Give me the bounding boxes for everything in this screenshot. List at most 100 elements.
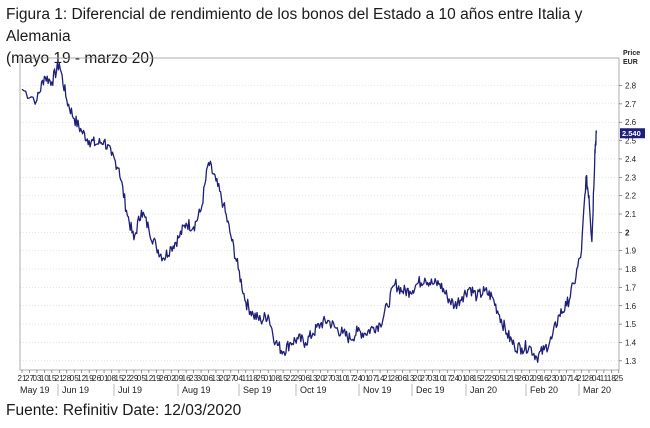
month-label: Mar 20 bbox=[583, 385, 611, 395]
month-label: Jan 20 bbox=[470, 385, 497, 395]
plot-area bbox=[19, 57, 620, 371]
x-tick-label: 29 bbox=[294, 374, 303, 383]
y-tick-label: 1.3 bbox=[625, 357, 637, 366]
y-tick-label: 1.9 bbox=[625, 247, 637, 256]
x-tick-label: 12 bbox=[502, 374, 511, 383]
x-tick-label: 06 bbox=[398, 374, 407, 383]
x-tick-label: 04 bbox=[592, 374, 601, 383]
x-tick-label: 01 bbox=[361, 374, 370, 383]
y-tick-label: 2.2 bbox=[625, 192, 637, 201]
x-tick-label: 12 bbox=[77, 374, 86, 383]
x-tick-label: 07 bbox=[368, 374, 377, 383]
y-tick-label: 1.4 bbox=[625, 338, 637, 347]
x-tick-label: 25 bbox=[614, 374, 623, 383]
x-tick-label: 03 bbox=[428, 374, 437, 383]
axis-layer bbox=[19, 57, 622, 396]
x-tick-label: 22 bbox=[286, 374, 295, 383]
last-value-badge bbox=[620, 128, 645, 139]
x-tick-label: 05 bbox=[137, 374, 146, 383]
y-unit-label: Price bbox=[623, 50, 640, 57]
month-label: Aug 19 bbox=[182, 385, 211, 395]
x-tick-label: 27 bbox=[25, 374, 34, 383]
x-tick-label: 24 bbox=[450, 374, 459, 383]
y-tick-label: 1.6 bbox=[625, 302, 637, 311]
x-tick-label: 05 bbox=[70, 374, 79, 383]
x-tick-label: 15 bbox=[279, 374, 288, 383]
month-label: Nov 19 bbox=[363, 385, 392, 395]
month-label: Dec 19 bbox=[416, 385, 445, 395]
x-tick-label: 19 bbox=[152, 374, 161, 383]
x-tick-label: 11 bbox=[600, 374, 609, 383]
x-tick-label: 08 bbox=[271, 374, 280, 383]
y-tick-label: 2.4 bbox=[625, 155, 637, 164]
x-tick-label: 03 bbox=[331, 374, 340, 383]
x-tick-label: 01 bbox=[458, 374, 467, 383]
y-tick-label: 2.1 bbox=[625, 210, 637, 219]
x-tick-label: 29 bbox=[129, 374, 138, 383]
x-tick-label: 15 bbox=[47, 374, 56, 383]
x-tick-label: 05 bbox=[495, 374, 504, 383]
spread-chart: 1.3 1.4 1.5 1.6 1.7 1.8 1.9 2 2.1 2.2 2.3 2.4 2.5 2.6… bbox=[18, 50, 645, 396]
x-tick-label: 17 bbox=[443, 374, 452, 383]
month-label: Jun 19 bbox=[62, 385, 89, 395]
y-tick-label: 1.5 bbox=[625, 320, 637, 329]
label-layer: 1.3 1.4 1.5 1.6 1.7 1.8 1.9 2 2.1 2.2 2.3 2.4 2.5 2.6… bbox=[18, 50, 645, 395]
x-tick-label: 13 bbox=[308, 374, 317, 383]
x-tick-label: 26 bbox=[159, 374, 168, 383]
month-label: Sep 19 bbox=[243, 385, 272, 395]
y-tick-label: 1.8 bbox=[625, 265, 637, 274]
x-tick-label: 01 bbox=[100, 374, 109, 383]
x-tick-label: 27 bbox=[226, 374, 235, 383]
x-tick-label: 27 bbox=[323, 374, 332, 383]
x-tick-label: 03 bbox=[32, 374, 41, 383]
y-tick-label: 2 bbox=[625, 228, 630, 237]
x-tick-label: 21 bbox=[55, 374, 64, 383]
x-tick-label: 16 bbox=[182, 374, 191, 383]
x-tick-label: 10 bbox=[435, 374, 444, 383]
x-tick-label: 06 bbox=[301, 374, 310, 383]
x-tick-label: 11 bbox=[242, 374, 251, 383]
x-tick-label: 14 bbox=[570, 374, 579, 383]
month-label: Feb 20 bbox=[530, 385, 558, 395]
x-tick-label: 04 bbox=[234, 374, 243, 383]
x-tick-label: 26 bbox=[517, 374, 526, 383]
chart-title: Figura 1: Diferencial de rendimiento de … bbox=[6, 4, 636, 70]
x-tick-label: 26 bbox=[92, 374, 101, 383]
x-tick-label: 20 bbox=[219, 374, 228, 383]
x-tick-label: 10 bbox=[40, 374, 49, 383]
x-tick-label: 14 bbox=[376, 374, 385, 383]
x-tick-label: 01 bbox=[264, 374, 273, 383]
y-tick-label: 2.7 bbox=[625, 100, 637, 109]
x-tick-label: 12 bbox=[144, 374, 153, 383]
y-tick-label: 2.8 bbox=[625, 82, 637, 91]
y-tick-label: 2.5 bbox=[625, 137, 637, 146]
x-tick-label: 23 bbox=[547, 374, 556, 383]
x-tick-label: 06 bbox=[204, 374, 213, 383]
series-line-spread bbox=[21, 61, 598, 363]
title-line-2: (mayo 19 - marzo 20) bbox=[6, 50, 155, 67]
x-tick-label: 30 bbox=[197, 374, 206, 383]
x-tick-label: 21 bbox=[18, 374, 27, 383]
x-tick-label: 13 bbox=[212, 374, 221, 383]
x-tick-label: 21 bbox=[383, 374, 392, 383]
month-label: Oct 19 bbox=[300, 385, 327, 395]
x-tick-label: 20 bbox=[316, 374, 325, 383]
grid-layer bbox=[20, 85, 619, 362]
y-tick-label: 2.3 bbox=[625, 173, 637, 182]
x-tick-label: 17 bbox=[346, 374, 355, 383]
x-tick-label: 01 bbox=[555, 374, 564, 383]
month-label: Jul 19 bbox=[118, 385, 142, 395]
x-tick-label: 15 bbox=[473, 374, 482, 383]
x-tick-label: 25 bbox=[256, 374, 265, 383]
x-tick-label: 02 bbox=[167, 374, 176, 383]
y-tick-label: 1.7 bbox=[625, 283, 637, 292]
x-tick-label: 22 bbox=[122, 374, 131, 383]
x-tick-label: 09 bbox=[174, 374, 183, 383]
x-tick-label: 16 bbox=[540, 374, 549, 383]
x-tick-label: 19 bbox=[510, 374, 519, 383]
x-tick-label: 08 bbox=[465, 374, 474, 383]
y-unit-label: EUR bbox=[623, 59, 638, 66]
x-tick-label: 21 bbox=[577, 374, 586, 383]
month-label: May 19 bbox=[20, 385, 50, 395]
x-tick-label: 22 bbox=[480, 374, 489, 383]
